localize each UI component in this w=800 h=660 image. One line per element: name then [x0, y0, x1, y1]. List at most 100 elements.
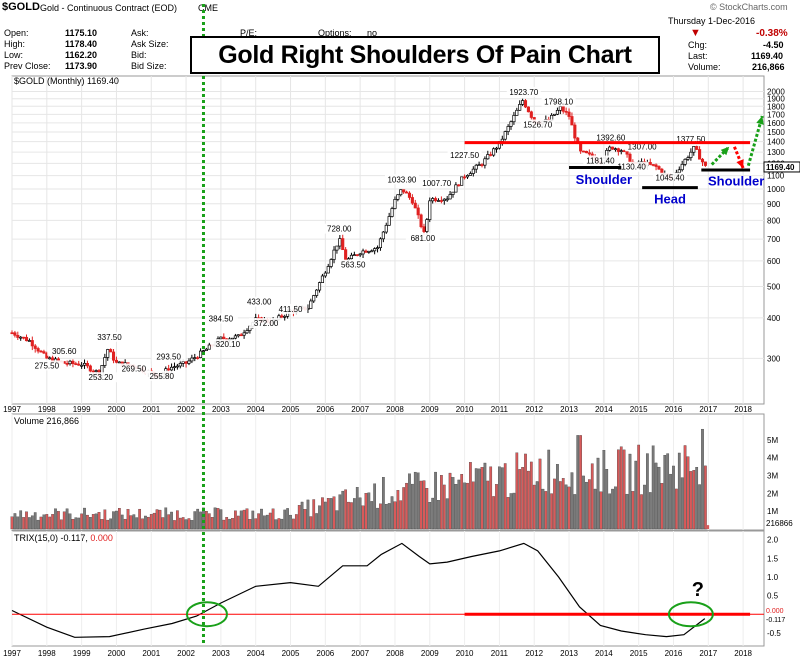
projection-arrowhead: [720, 146, 730, 156]
volume-bar: [42, 514, 46, 530]
year-tick-label: 1999: [73, 649, 91, 658]
price-candle: [399, 189, 403, 196]
volume-bar: [326, 498, 330, 530]
price-candle: [521, 100, 525, 105]
volume-bar: [62, 511, 66, 530]
volume-bar: [347, 501, 350, 530]
price-candle: [117, 361, 121, 364]
volume-bar: [263, 515, 266, 530]
volume-bar: [535, 481, 539, 530]
price-label: 1377.50: [676, 135, 705, 144]
price-candle: [42, 351, 46, 354]
price-candle: [683, 158, 687, 165]
volume-bar: [294, 514, 298, 530]
volume-bar: [161, 517, 165, 530]
volume-bar: [576, 435, 580, 530]
price-candle: [74, 363, 78, 365]
price-candle: [483, 158, 487, 166]
year-tick-label: 2005: [282, 649, 300, 658]
volume-bar: [344, 489, 347, 530]
volume-bar: [57, 511, 60, 530]
year-tick-label: 2001: [142, 405, 160, 414]
price-candle: [71, 360, 75, 364]
volume-bar: [152, 512, 156, 530]
price-candle: [445, 198, 449, 201]
projection-arrowhead: [756, 116, 764, 125]
volume-bar: [651, 445, 655, 530]
volume-bar: [239, 510, 243, 530]
year-tick-label: 2004: [247, 649, 265, 658]
price-tick-label: 1100: [767, 172, 785, 181]
year-tick-label: 2017: [699, 649, 717, 658]
year-tick-label: 2002: [177, 405, 195, 414]
price-candle: [657, 166, 661, 170]
volume-label: Volume:: [688, 62, 721, 72]
volume-bar: [54, 508, 57, 530]
volume-bar: [454, 484, 458, 530]
volume-bar: [10, 516, 14, 530]
volume-bar: [361, 505, 365, 530]
price-label: 411.50: [279, 305, 303, 314]
price-label: 337.50: [97, 333, 122, 342]
volume-bar: [248, 519, 252, 530]
price-tick-label: 500: [767, 283, 781, 292]
price-candle: [393, 198, 397, 209]
price-candle: [106, 349, 110, 358]
volume-bar: [225, 517, 229, 530]
volume-bar: [321, 497, 324, 530]
volume-bar: [405, 482, 408, 530]
year-tick-label: 2014: [595, 405, 613, 414]
price-candle: [413, 202, 417, 209]
volume-bar: [39, 516, 43, 530]
volume-bar: [437, 500, 440, 530]
volume-bar: [387, 503, 391, 530]
volume-bar: [184, 519, 188, 530]
open-label: Open:: [4, 28, 29, 38]
volume-bar: [593, 488, 597, 530]
price-candle: [515, 109, 519, 116]
bid-label: Bid:: [131, 50, 147, 60]
price-candle: [358, 253, 362, 256]
price-label: 681.00: [411, 234, 436, 243]
price-candle: [178, 363, 182, 367]
price-candle: [492, 148, 496, 156]
volume-bar: [358, 497, 362, 530]
volume-bar: [422, 480, 426, 530]
volume-bar: [100, 519, 104, 530]
volume-bar: [660, 483, 664, 530]
price-label-bg: [593, 132, 628, 143]
volume-bar: [117, 508, 121, 530]
volume-bar: [556, 464, 559, 530]
volume-bar: [103, 509, 107, 530]
bid-size-label: Bid Size:: [131, 61, 167, 71]
price-label: 1181.40: [586, 157, 615, 166]
price-candle: [19, 336, 23, 339]
price-tick-label: 800: [767, 216, 781, 225]
volume-bar: [329, 498, 333, 530]
volume-bar: [144, 515, 147, 530]
projection-arrow: [733, 146, 745, 169]
volume-bar: [477, 468, 481, 530]
price-candle: [651, 164, 655, 166]
volume-bar: [587, 479, 591, 530]
price-label: 1227.50: [450, 151, 479, 160]
high-label: High:: [4, 39, 26, 49]
year-tick-label: 2014: [595, 649, 613, 658]
price-candle: [91, 370, 95, 373]
price-candle: [33, 345, 37, 349]
volume-bar: [19, 510, 23, 530]
price-label: 563.50: [341, 261, 366, 270]
volume-bar: [706, 525, 710, 529]
price-label-bg: [625, 141, 660, 152]
volume-tick-label: 2M: [767, 489, 778, 498]
ask-label: Ask:: [131, 28, 149, 38]
year-tick-label: 2015: [630, 405, 648, 414]
last-label: Last:: [688, 51, 708, 61]
volume-bar: [393, 501, 397, 530]
down-arrow-icon: ▼: [690, 27, 701, 39]
volume-bar: [219, 509, 223, 530]
year-tick-label: 2018: [734, 649, 752, 658]
prev-close-value: 1173.90: [65, 61, 98, 71]
price-candle: [442, 198, 446, 202]
volume-bar: [138, 508, 142, 530]
